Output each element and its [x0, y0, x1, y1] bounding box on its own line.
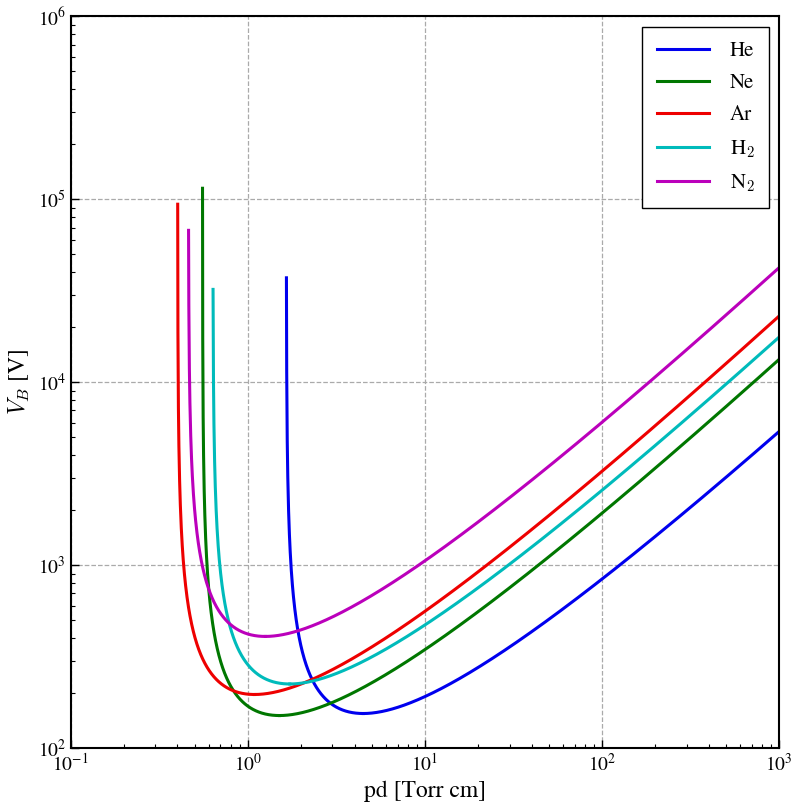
Y-axis label: $V_B$ [V]: $V_B$ [V]	[7, 349, 32, 415]
Legend: He, Ne, Ar, H$_2$, N$_2$: He, Ne, Ar, H$_2$, N$_2$	[642, 27, 769, 208]
X-axis label: pd [Torr cm]: pd [Torr cm]	[364, 781, 486, 802]
